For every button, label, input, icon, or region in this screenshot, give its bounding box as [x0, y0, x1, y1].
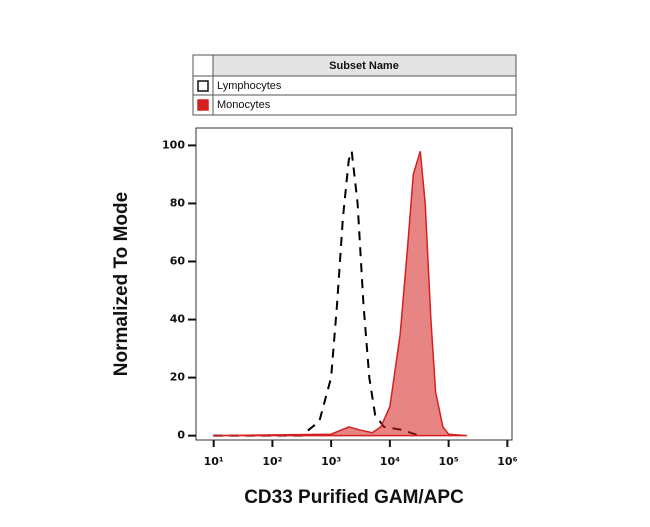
legend-label: Lymphocytes: [217, 80, 282, 92]
plot-frame: [195, 127, 513, 441]
legend-swatch: [197, 99, 209, 111]
y-axis-title: Normalized To Mode: [111, 192, 132, 376]
legend-title: Subset Name: [329, 60, 399, 72]
legend-swatch: [197, 80, 209, 92]
x-axis-title: CD33 Purified GAM/APC: [244, 487, 464, 508]
x-tick-label: 10⁶: [497, 455, 517, 468]
y-tick-label: 20: [170, 371, 186, 384]
legend-label: Monocytes: [217, 99, 271, 111]
x-tick-label: 10¹: [204, 455, 224, 468]
x-tick-label: 10⁵: [439, 455, 459, 468]
y-tick-label: 80: [170, 196, 186, 209]
y-tick-label: 60: [170, 255, 186, 268]
x-tick-label: 10⁴: [380, 455, 400, 468]
series-line: [213, 150, 420, 437]
x-tick-label: 10³: [321, 455, 341, 468]
legend: Subset Name: [192, 54, 517, 116]
y-tick-label: 40: [170, 313, 186, 326]
y-tick-label: 0: [177, 429, 185, 442]
series-area: [212, 150, 468, 437]
x-tick-label: 10²: [262, 455, 282, 468]
y-tick-label: 100: [162, 138, 185, 151]
